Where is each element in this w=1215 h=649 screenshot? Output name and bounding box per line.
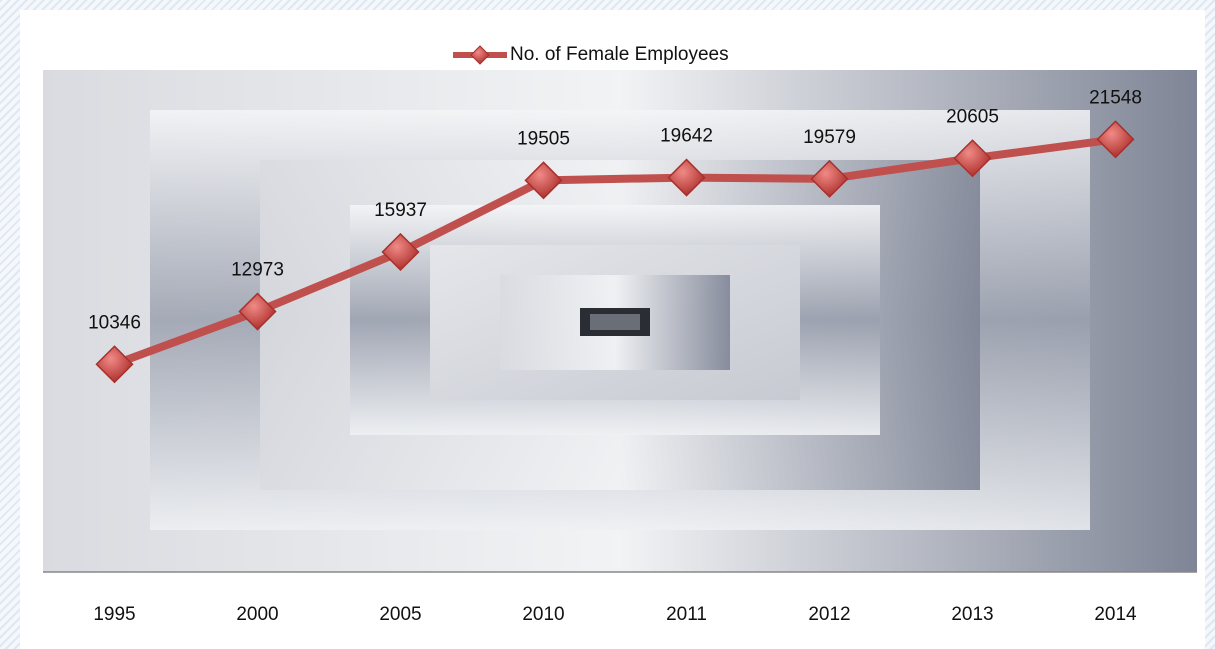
x-tick-label: 2012 (808, 604, 850, 625)
x-tick-label: 2010 (522, 604, 564, 625)
point-marker (953, 139, 992, 178)
data-label: 21548 (1089, 87, 1142, 108)
point-marker (524, 161, 563, 200)
point-marker (381, 232, 420, 272)
legend-marker (470, 45, 490, 65)
legend-label: No. of Female Employees (510, 44, 729, 65)
point-marker (810, 159, 849, 198)
x-tick-label: 2000 (236, 604, 278, 625)
data-label: 19642 (660, 126, 713, 147)
point-marker (238, 292, 277, 331)
data-label: 15937 (374, 200, 427, 221)
data-label: 19505 (517, 128, 570, 149)
data-label: 20605 (946, 106, 999, 127)
point-marker (95, 345, 134, 384)
x-tick-label: 2013 (951, 604, 993, 625)
x-tick-label: 2011 (666, 604, 707, 625)
data-label: 12973 (231, 260, 284, 281)
x-tick-label: 1995 (93, 604, 135, 625)
x-tick-label: 2014 (1094, 604, 1137, 625)
data-label: 19579 (803, 127, 856, 148)
series-line (113, 135, 1117, 369)
point-marker (667, 158, 706, 197)
point-marker (1096, 120, 1135, 159)
x-tick-label: 2005 (379, 604, 421, 625)
plot-background (43, 70, 1197, 572)
data-label: 10346 (88, 312, 141, 333)
